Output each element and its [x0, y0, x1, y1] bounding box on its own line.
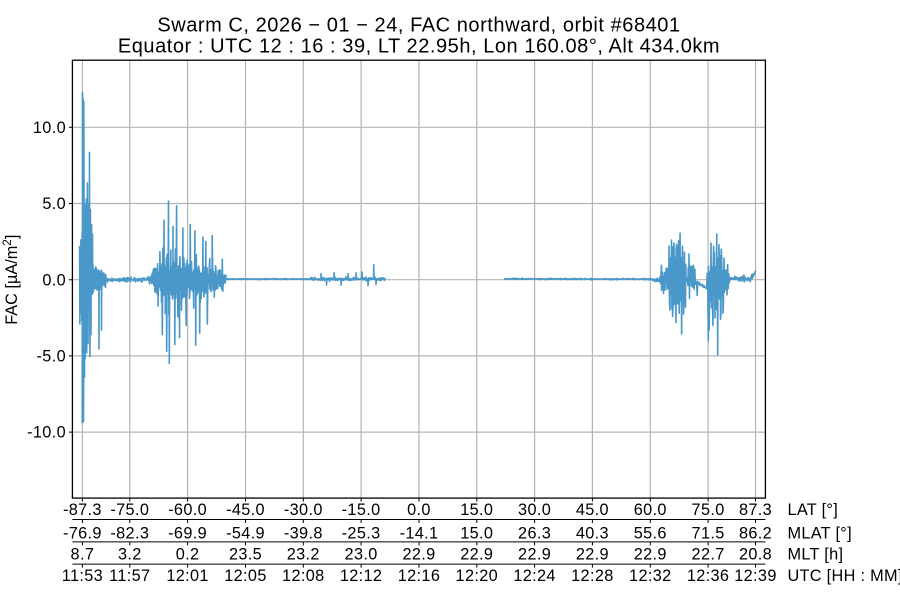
svg-text:LAT [°]: LAT [°] — [788, 501, 839, 519]
svg-text:10.0: 10.0 — [33, 119, 66, 137]
svg-text:-25.3: -25.3 — [342, 524, 381, 542]
svg-text:FAC [µA/m2]: FAC [µA/m2] — [1, 235, 21, 325]
svg-text:0.0: 0.0 — [407, 501, 431, 519]
svg-text:-69.9: -69.9 — [168, 524, 207, 542]
svg-text:-87.3: -87.3 — [63, 501, 102, 519]
svg-text:87.3: 87.3 — [739, 501, 772, 519]
svg-text:12:39: 12:39 — [734, 567, 777, 585]
svg-text:22.9: 22.9 — [634, 546, 667, 564]
svg-text:23.5: 23.5 — [229, 546, 262, 564]
svg-text:22.9: 22.9 — [460, 546, 493, 564]
svg-text:60.0: 60.0 — [634, 501, 667, 519]
svg-text:-14.1: -14.1 — [400, 524, 439, 542]
svg-text:12:12: 12:12 — [340, 567, 383, 585]
svg-text:12:28: 12:28 — [571, 567, 614, 585]
svg-text:Equator : UTC 12 : 16 : 39,: Equator : UTC 12 : 16 : 39, LT 22.95h, L… — [118, 35, 720, 57]
svg-text:40.3: 40.3 — [576, 524, 609, 542]
svg-text:86.2: 86.2 — [739, 524, 772, 542]
svg-text:8.7: 8.7 — [71, 546, 95, 564]
svg-text:71.5: 71.5 — [692, 524, 725, 542]
svg-text:0.2: 0.2 — [176, 546, 200, 564]
svg-text:12:05: 12:05 — [224, 567, 267, 585]
svg-text:-54.9: -54.9 — [226, 524, 265, 542]
svg-text:-15.0: -15.0 — [342, 501, 381, 519]
svg-text:11:57: 11:57 — [109, 567, 150, 585]
svg-text:15.0: 15.0 — [460, 524, 493, 542]
svg-text:-75.0: -75.0 — [110, 501, 149, 519]
svg-text:0.0: 0.0 — [42, 271, 66, 289]
svg-text:3.2: 3.2 — [118, 546, 142, 564]
svg-text:22.9: 22.9 — [518, 546, 551, 564]
svg-text:11:53: 11:53 — [62, 567, 103, 585]
svg-text:MLAT [°]: MLAT [°] — [788, 524, 852, 542]
svg-text:45.0: 45.0 — [576, 501, 609, 519]
svg-text:55.6: 55.6 — [634, 524, 667, 542]
svg-text:22.9: 22.9 — [576, 546, 609, 564]
svg-text:12:32: 12:32 — [629, 567, 672, 585]
svg-text:23.2: 23.2 — [287, 546, 320, 564]
svg-text:-39.8: -39.8 — [284, 524, 323, 542]
svg-text:12:16: 12:16 — [398, 567, 441, 585]
svg-text:20.8: 20.8 — [739, 546, 772, 564]
svg-text:5.0: 5.0 — [42, 195, 66, 213]
svg-text:-45.0: -45.0 — [226, 501, 265, 519]
svg-text:Swarm C, 2026 − 01 − 24, FAC: Swarm C, 2026 − 01 − 24, FAC northward, … — [157, 14, 680, 36]
svg-text:75.0: 75.0 — [692, 501, 725, 519]
svg-text:12:01: 12:01 — [166, 567, 209, 585]
svg-text:-82.3: -82.3 — [110, 524, 149, 542]
svg-text:-60.0: -60.0 — [168, 501, 207, 519]
svg-text:12:08: 12:08 — [282, 567, 325, 585]
svg-text:UTC [HH : MM]: UTC [HH : MM] — [788, 567, 900, 585]
svg-text:22.9: 22.9 — [402, 546, 435, 564]
svg-text:26.3: 26.3 — [518, 524, 551, 542]
svg-text:12:20: 12:20 — [456, 567, 499, 585]
svg-text:22.7: 22.7 — [692, 546, 725, 564]
svg-text:-10.0: -10.0 — [27, 424, 66, 442]
svg-text:12:24: 12:24 — [513, 567, 556, 585]
svg-text:-5.0: -5.0 — [37, 348, 66, 366]
svg-text:12:36: 12:36 — [687, 567, 730, 585]
svg-text:MLT [h]: MLT [h] — [788, 546, 844, 564]
svg-text:15.0: 15.0 — [460, 501, 493, 519]
svg-text:-76.9: -76.9 — [63, 524, 102, 542]
svg-text:23.0: 23.0 — [345, 546, 378, 564]
svg-text:-30.0: -30.0 — [284, 501, 323, 519]
svg-text:30.0: 30.0 — [518, 501, 551, 519]
